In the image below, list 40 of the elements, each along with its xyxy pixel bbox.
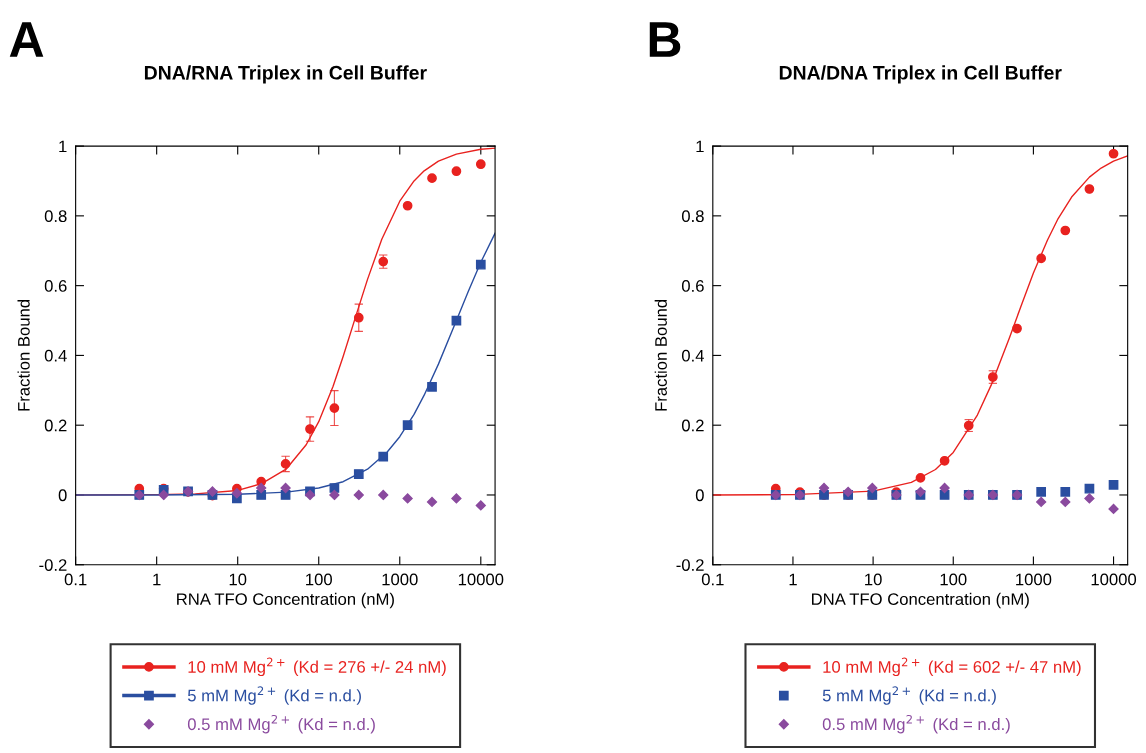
x-tick-label: 0.1 [64, 573, 87, 586]
y-tick-label: 0 [695, 489, 704, 502]
chart-title: DNA/RNA Triplex in Cell Buffer [144, 65, 427, 84]
x-tick-label: 1000 [1016, 573, 1052, 586]
legend-label: 0.5 mM Mg$^{2+}$ (Kd = n.d.) [822, 714, 1010, 734]
x-axis-title: DNA TFO Concentration (nM) [812, 592, 1029, 609]
y-tick-label: 1 [696, 140, 704, 153]
y-tick-label: 0.8 [44, 210, 67, 223]
text: B [649, 22, 681, 57]
y-tick-label: 0.6 [44, 280, 67, 292]
x-tick-label: 10000 [1091, 573, 1137, 586]
x-tick-label: 1000 [382, 573, 418, 586]
x-tick-label: 10 [229, 573, 247, 586]
y-tick-label: -0.2 [676, 559, 704, 571]
text: A [9, 22, 44, 57]
y-tick-label: 0.8 [681, 210, 704, 223]
y-tick-label: 0.2 [44, 419, 67, 432]
y-tick-label: 0.4 [681, 349, 704, 362]
legend-label: 10 mM Mg$^{2+}$ (Kd = 276 +/- 24 nM) [188, 657, 446, 677]
x-tick-label: 100 [940, 573, 967, 586]
legend-label: 5 mM Mg$^{2+}$ (Kd = n.d.) [187, 686, 361, 705]
x-axis-title: RNA TFO Concentration (nM) [177, 592, 394, 609]
x-tick-label: 1 [789, 573, 797, 586]
x-tick-label: 1 [153, 573, 161, 586]
chart-title: DNA/DNA Triplex in Cell Buffer [779, 65, 1062, 84]
y-tick-label: 0.4 [44, 349, 67, 362]
y-tick-label: 1 [59, 140, 67, 153]
x-tick-label: 10 [865, 573, 882, 586]
y-axis-title: Fraction Bound [654, 299, 667, 411]
x-tick-label: 0.1 [701, 573, 724, 586]
x-tick-label: 10000 [458, 573, 504, 586]
legend-label: 0.5 mM Mg$^{2+}$ (Kd = n.d.) [187, 714, 375, 734]
legend-label: 5 mM Mg$^{2+}$ (Kd = n.d.) [822, 686, 996, 705]
y-tick-label: 0.6 [681, 280, 704, 292]
x-tick-label: 100 [306, 573, 332, 586]
y-tick-label: -0.2 [39, 559, 67, 571]
y-tick-label: 0.2 [681, 419, 704, 432]
legend-label: 10 mM Mg$^{2+}$ (Kd = 602 +/- 47 nM) [823, 657, 1081, 677]
y-tick-label: 0 [58, 489, 67, 502]
y-axis-title: Fraction Bound [17, 299, 30, 411]
